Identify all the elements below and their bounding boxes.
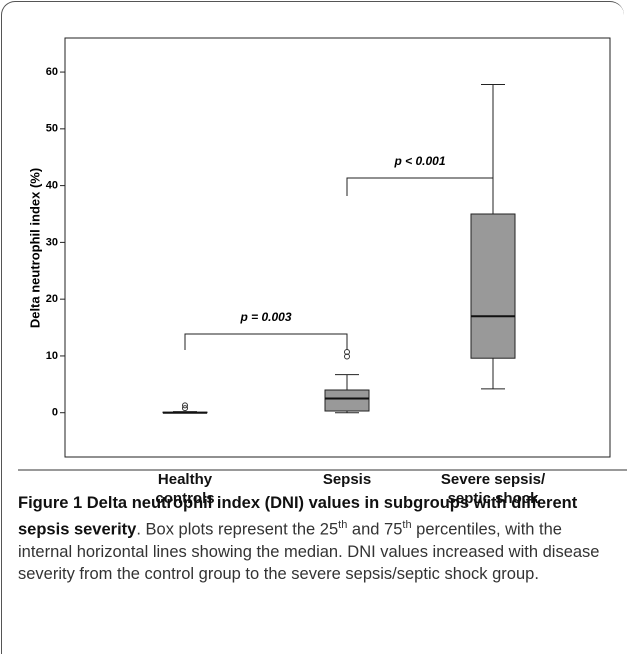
outlier bbox=[182, 405, 188, 412]
box bbox=[324, 389, 370, 412]
box bbox=[470, 213, 516, 359]
caption-superscript: th bbox=[402, 519, 412, 532]
significance-bracket bbox=[346, 177, 494, 196]
y-tick-label: 20 bbox=[46, 293, 58, 305]
x-tick-label: Severe sepsis/ septic shock bbox=[440, 471, 546, 507]
annotation: p < 0.001 bbox=[393, 154, 445, 168]
plot-frame bbox=[64, 37, 611, 458]
x-tick-label: Healthy controls bbox=[155, 471, 215, 507]
significance-bracket bbox=[184, 333, 348, 350]
caption-title: Figure 1 Delta neutrophil index (DNI) va… bbox=[18, 494, 578, 539]
annotation: p = 0.003 bbox=[239, 310, 291, 324]
outlier bbox=[344, 353, 350, 360]
y-tick-label: 40 bbox=[46, 180, 58, 192]
caption-text: and 75 bbox=[347, 520, 403, 539]
y-tick-label: 50 bbox=[46, 123, 58, 135]
caption: Figure 1 Delta neutrophil index (DNI) va… bbox=[18, 492, 614, 586]
x-tick-label: Sepsis bbox=[322, 471, 372, 488]
caption-text: percentiles, with the internal horizonta… bbox=[18, 520, 600, 584]
y-tick-label: 10 bbox=[46, 350, 58, 362]
y-axis-label: Delta neutrophil index (%) bbox=[27, 168, 42, 328]
y-tick-label: 30 bbox=[46, 236, 58, 248]
caption-text: . Box plots represent the 25 bbox=[136, 520, 339, 539]
y-tick-label: 60 bbox=[46, 66, 58, 78]
outlier bbox=[182, 402, 188, 409]
chart: Delta neutrophil index (%) 0 10 20 30 40 50 60… bbox=[18, 37, 627, 471]
caption-superscript: th bbox=[338, 519, 348, 532]
y-tick-label: 0 bbox=[52, 407, 58, 419]
